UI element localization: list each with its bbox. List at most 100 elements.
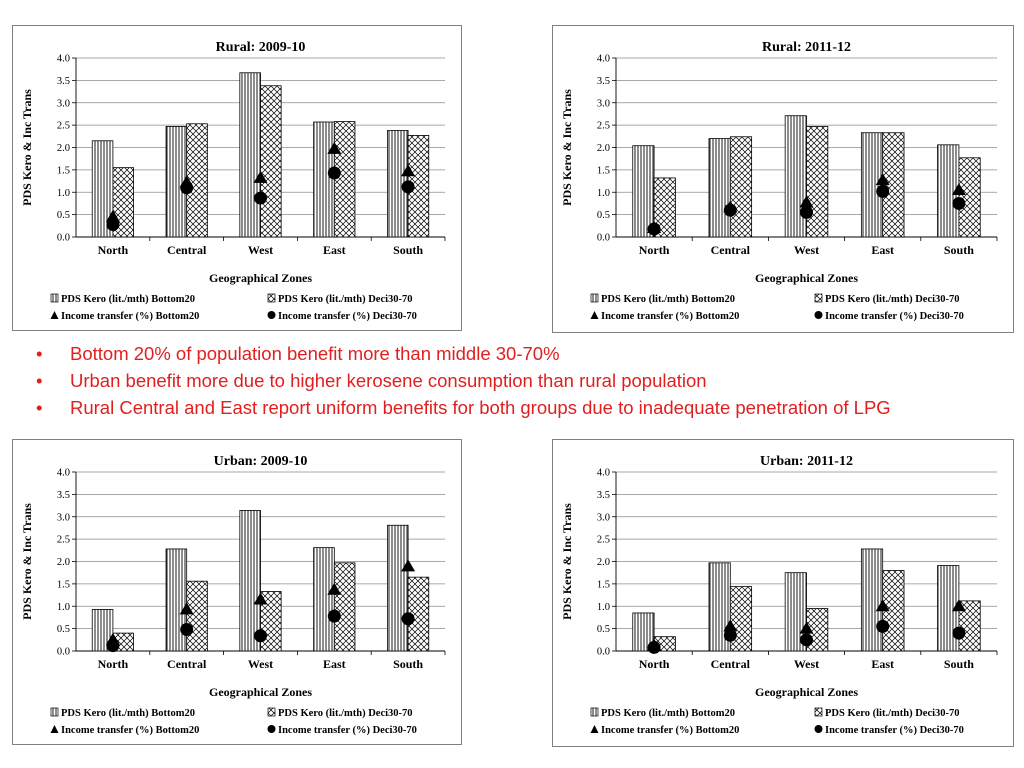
y-tick-label: 3.5 [597, 76, 610, 87]
y-tick-label: 1.0 [57, 188, 70, 199]
legend-swatch-deci30-70 [814, 293, 823, 303]
marker-triangle [179, 602, 194, 615]
x-tick-label: North [639, 657, 670, 671]
chart-rural-2011-12: Rural: 2011-12 0.0 0.5 1.0 1.5 2.0 2.5 3.0 3.5 4.… [552, 25, 1014, 333]
y-tick-label: 3.0 [57, 512, 70, 523]
legend-label: Income transfer (%) Deci30-70 [825, 725, 964, 736]
y-tick-label: 3.0 [57, 98, 70, 109]
y-tick-label: 4.0 [597, 468, 610, 479]
bar-deci30-70 [958, 600, 981, 652]
legend-label: PDS Kero (lit./mth) Deci30-70 [278, 294, 413, 305]
y-tick-label: 0.5 [57, 210, 70, 221]
legend-label: PDS Kero (lit./mth) Bottom20 [601, 294, 735, 305]
bar-bottom20 [632, 612, 655, 652]
bar-deci30-70 [333, 562, 356, 652]
marker-circle [254, 629, 267, 643]
marker-circle [106, 639, 120, 653]
bar-bottom20 [313, 121, 335, 238]
marker-circle [647, 222, 661, 236]
legend-swatch-bottom20 [590, 293, 599, 303]
chart-title: Rural: 2009-10 [216, 40, 306, 55]
x-tick-label: West [794, 657, 819, 671]
legend-triangle-icon [50, 725, 59, 733]
y-tick-label: 2.5 [57, 535, 70, 546]
legend-triangle-icon [50, 311, 59, 319]
x-tick-label: Central [711, 657, 751, 671]
y-tick-label: 0.0 [597, 233, 610, 244]
x-tick-label: West [248, 243, 273, 257]
y-tick-label: 1.5 [57, 579, 70, 590]
y-tick-label: 1.5 [597, 579, 610, 590]
x-tick-label: South [393, 243, 423, 257]
y-axis-title: PDS Kero & Inc Trans [20, 503, 34, 620]
legend-swatch-bottom20 [590, 707, 599, 717]
marker-circle [180, 181, 194, 195]
x-tick-label: West [794, 243, 819, 257]
bullet-item: Urban benefit more due to higher kerosen… [36, 367, 1016, 394]
marker-triangle [105, 209, 120, 222]
chart-urban-2011-12: Urban: 2011-12 0.0 0.5 1.0 1.5 2.0 2.5 3.0 3.5 4.… [552, 439, 1014, 747]
legend-label: PDS Kero (lit./mth) Deci30-70 [278, 708, 413, 719]
legend-label: PDS Kero (lit./mth) Bottom20 [61, 294, 195, 305]
x-tick-label: East [871, 243, 894, 257]
chart-svg: Rural: 2009-10 0.0 0.5 1.0 1.5 2.0 2.5 3.0 3.5 4.… [20, 40, 446, 322]
y-tick-label: 3.0 [597, 512, 610, 523]
legend-label: Income transfer (%) Deci30-70 [278, 311, 417, 322]
marker-circle [800, 633, 813, 647]
x-tick-label: East [323, 243, 346, 257]
bar-deci30-70 [186, 580, 208, 652]
marker-circle [327, 166, 341, 180]
legend-swatch-deci30-70 [267, 293, 276, 303]
bar-deci30-70 [729, 136, 753, 238]
x-tick-label: Central [711, 243, 751, 257]
y-axis-title: PDS Kero & Inc Trans [20, 89, 34, 206]
marker-triangle [875, 599, 890, 612]
marker-triangle [327, 141, 342, 154]
legend-label: Income transfer (%) Deci30-70 [278, 725, 417, 736]
y-tick-label: 2.0 [57, 143, 70, 154]
y-tick-label: 1.0 [597, 602, 610, 613]
legend-label: PDS Kero (lit./mth) Deci30-70 [825, 708, 960, 719]
marker-circle [876, 184, 890, 198]
x-axis-title: Geographical Zones [209, 271, 312, 285]
y-tick-label: 0.0 [597, 647, 610, 658]
bar-deci30-70 [653, 177, 676, 238]
bar-bottom20 [784, 115, 807, 238]
bullet-list: Bottom 20% of population benefit more th… [36, 340, 1016, 421]
marker-circle [723, 628, 737, 642]
y-tick-label: 4.0 [57, 54, 70, 65]
marker-triangle [401, 164, 416, 177]
marker-circle [327, 609, 341, 623]
x-tick-label: South [944, 243, 974, 257]
bar-deci30-70 [806, 126, 829, 238]
y-tick-label: 3.5 [57, 490, 70, 501]
y-tick-label: 2.5 [597, 535, 610, 546]
marker-triangle [253, 170, 268, 183]
y-tick-label: 2.0 [597, 557, 610, 568]
marker-circle [180, 623, 194, 637]
legend-swatch-bottom20 [50, 707, 59, 717]
legend-swatch-deci30-70 [267, 707, 276, 717]
y-tick-label: 2.5 [57, 121, 70, 132]
marker-triangle [253, 592, 268, 605]
legend-swatch-deci30-70 [814, 707, 823, 717]
x-tick-label: East [871, 657, 894, 671]
marker-triangle [327, 582, 342, 595]
legend-triangle-icon [590, 725, 599, 733]
marker-circle [723, 203, 737, 217]
chart-svg: Urban: 2009-10 0.0 0.5 1.0 1.5 2.0 2.5 3.0 3.5 4.… [20, 454, 446, 736]
bar-bottom20 [860, 548, 884, 652]
marker-circle [952, 196, 966, 210]
marker-circle [401, 612, 415, 626]
legend-label: Income transfer (%) Deci30-70 [825, 311, 964, 322]
bar-deci30-70 [729, 586, 753, 652]
y-tick-label: 2.0 [597, 143, 610, 154]
y-tick-label: 2.0 [57, 557, 70, 568]
bar-bottom20 [239, 72, 261, 238]
x-tick-label: North [98, 243, 129, 257]
x-tick-label: North [639, 243, 670, 257]
chart-svg: Rural: 2011-12 0.0 0.5 1.0 1.5 2.0 2.5 3.0 3.5 4.… [560, 40, 998, 322]
y-tick-label: 1.5 [57, 165, 70, 176]
legend-label: PDS Kero (lit./mth) Deci30-70 [825, 294, 960, 305]
bar-bottom20 [313, 547, 335, 652]
